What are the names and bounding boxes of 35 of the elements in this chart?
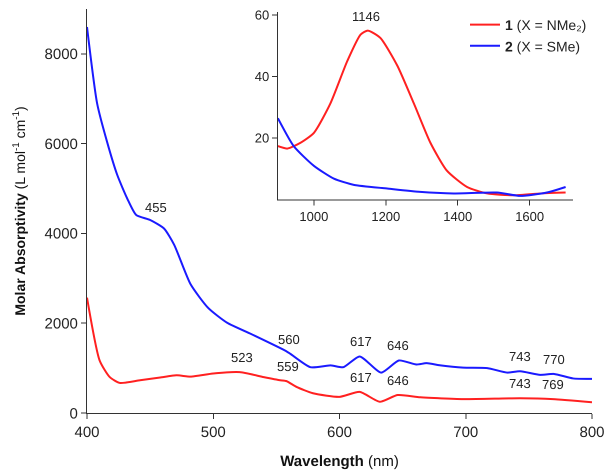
annotation: 617 bbox=[350, 370, 372, 385]
legend-label: 2 (X = SMe) bbox=[505, 38, 580, 54]
legend-label: 1 (X = NMe₂) bbox=[505, 17, 586, 34]
annotation: 646 bbox=[387, 338, 409, 353]
annotation: 769 bbox=[542, 377, 564, 392]
x-tick-label: 1600 bbox=[515, 208, 544, 224]
x-tick-label: 1200 bbox=[371, 208, 400, 224]
annotation: 617 bbox=[350, 334, 372, 349]
x-tick-label: 700 bbox=[453, 424, 478, 442]
annotation: 743 bbox=[509, 349, 531, 364]
y-tick-label: 2000 bbox=[44, 315, 78, 332]
x-tick-label: 500 bbox=[200, 424, 226, 442]
annotation: 523 bbox=[231, 350, 253, 365]
annotation: 455 bbox=[145, 200, 167, 215]
x-axis-title: Wavelength (nm) bbox=[280, 453, 399, 470]
y-tick-label: 4000 bbox=[44, 226, 78, 243]
y-tick-label: 6000 bbox=[44, 136, 78, 153]
y-tick-label: 20 bbox=[254, 130, 270, 146]
y-tick-label: 40 bbox=[254, 68, 270, 84]
y-tick-label: 8000 bbox=[44, 46, 78, 64]
annotation: 559 bbox=[277, 359, 299, 374]
x-tick-label: 1400 bbox=[443, 208, 472, 224]
x-tick-label: 1000 bbox=[299, 208, 328, 224]
annotation: 646 bbox=[387, 373, 409, 388]
x-tick-label: 800 bbox=[579, 424, 605, 442]
annotation: 770 bbox=[543, 352, 565, 367]
annotation: 743 bbox=[509, 376, 531, 391]
line-series bbox=[87, 296, 592, 404]
annotation: 1146 bbox=[352, 9, 380, 24]
annotation: 560 bbox=[278, 332, 300, 347]
x-tick-label: 400 bbox=[74, 424, 100, 442]
y-tick-label: 60 bbox=[254, 7, 270, 22]
line-series bbox=[278, 117, 567, 197]
y-tick-label: 0 bbox=[70, 405, 78, 422]
x-tick-label: 600 bbox=[326, 424, 352, 442]
